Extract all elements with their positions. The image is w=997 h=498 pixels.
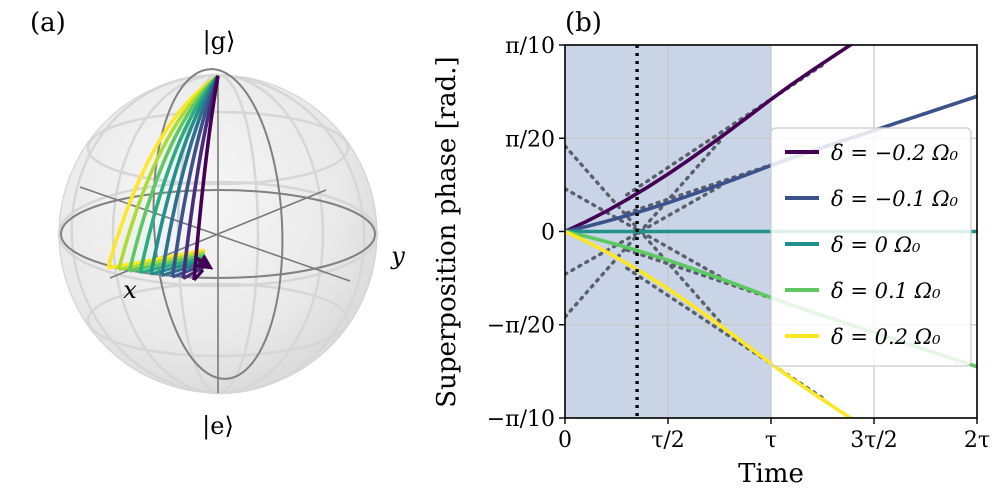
bloch-vector-arrowhead	[194, 254, 214, 270]
x-tick-label: τ/2	[651, 428, 685, 453]
asymptote-line	[565, 139, 722, 319]
legend-label: δ = −0.2 Ω₀	[831, 141, 959, 165]
axis-x-label: x	[123, 276, 137, 304]
bloch-trajectory	[192, 75, 220, 281]
y-tick-label: π/20	[505, 127, 555, 152]
bloch-vector-line	[118, 250, 206, 272]
axis-y-label: y	[390, 242, 405, 270]
x-tick-label: τ	[765, 428, 777, 453]
great-circles	[60, 68, 376, 380]
chart-plot-area: 0 τ/2 τ 3τ/2 2τ π/10 π/20 0 −π/20 −π/10 δ = −0.2 Ω…	[487, 34, 990, 453]
y-tick-label: −π/10	[487, 407, 555, 432]
x-axis-label: Time	[738, 459, 804, 489]
pole-bottom-label: |e⟩	[202, 412, 234, 441]
phase-chart-panel: (b) 0 τ/2 τ 3τ/2 2τ π/10 π/20 0 −π/20 −π/10 δ = −0…	[432, 8, 990, 489]
legend-label: δ = 0.1 Ω₀	[831, 279, 941, 303]
bloch-vector-line	[192, 268, 205, 282]
x-tick-label: 3τ/2	[850, 428, 898, 453]
legend-label: δ = 0.2 Ω₀	[831, 325, 941, 349]
legend-box	[770, 127, 972, 367]
pole-top-label: |g⟩	[203, 27, 236, 56]
bloch-sphere-panel: (a) |g⟩ |e⟩ x y	[30, 8, 405, 441]
asymptote-line	[565, 144, 722, 324]
series-line	[565, 45, 854, 234]
panel-a-label: (a)	[30, 8, 66, 38]
y-tick-label: −π/20	[487, 314, 555, 339]
legend-label: δ = 0 Ω₀	[831, 233, 921, 257]
x-tick-label: 2τ	[964, 428, 990, 453]
bloch-trajectory	[149, 74, 220, 275]
legend-label: δ = −0.1 Ω₀	[831, 187, 959, 211]
trajectory-group	[106, 74, 220, 282]
series-line	[565, 229, 854, 418]
bloch-vector-line	[107, 248, 206, 270]
y-tick-label: 0	[541, 221, 555, 246]
panel-b-label: (b)	[565, 8, 602, 38]
y-tick-label: π/10	[505, 34, 555, 59]
y-axis-label: Superposition phase [rad.]	[432, 56, 462, 407]
x-tick-label: 0	[558, 428, 572, 453]
